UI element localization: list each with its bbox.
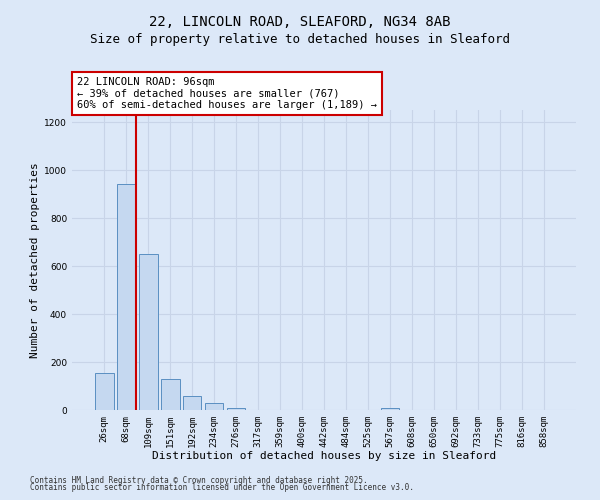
Bar: [95, 373, 113, 410]
Bar: [205, 403, 223, 410]
Bar: [117, 184, 136, 410]
Bar: [161, 379, 179, 410]
Bar: [139, 254, 158, 410]
Text: Size of property relative to detached houses in Sleaford: Size of property relative to detached ho…: [90, 32, 510, 46]
Bar: [380, 408, 399, 410]
Bar: [227, 408, 245, 410]
X-axis label: Distribution of detached houses by size in Sleaford: Distribution of detached houses by size …: [152, 452, 496, 462]
Y-axis label: Number of detached properties: Number of detached properties: [30, 162, 40, 358]
Text: Contains public sector information licensed under the Open Government Licence v3: Contains public sector information licen…: [30, 484, 414, 492]
Text: 22 LINCOLN ROAD: 96sqm
← 39% of detached houses are smaller (767)
60% of semi-de: 22 LINCOLN ROAD: 96sqm ← 39% of detached…: [77, 77, 377, 110]
Text: Contains HM Land Registry data © Crown copyright and database right 2025.: Contains HM Land Registry data © Crown c…: [30, 476, 368, 485]
Text: 22, LINCOLN ROAD, SLEAFORD, NG34 8AB: 22, LINCOLN ROAD, SLEAFORD, NG34 8AB: [149, 15, 451, 29]
Bar: [183, 396, 202, 410]
